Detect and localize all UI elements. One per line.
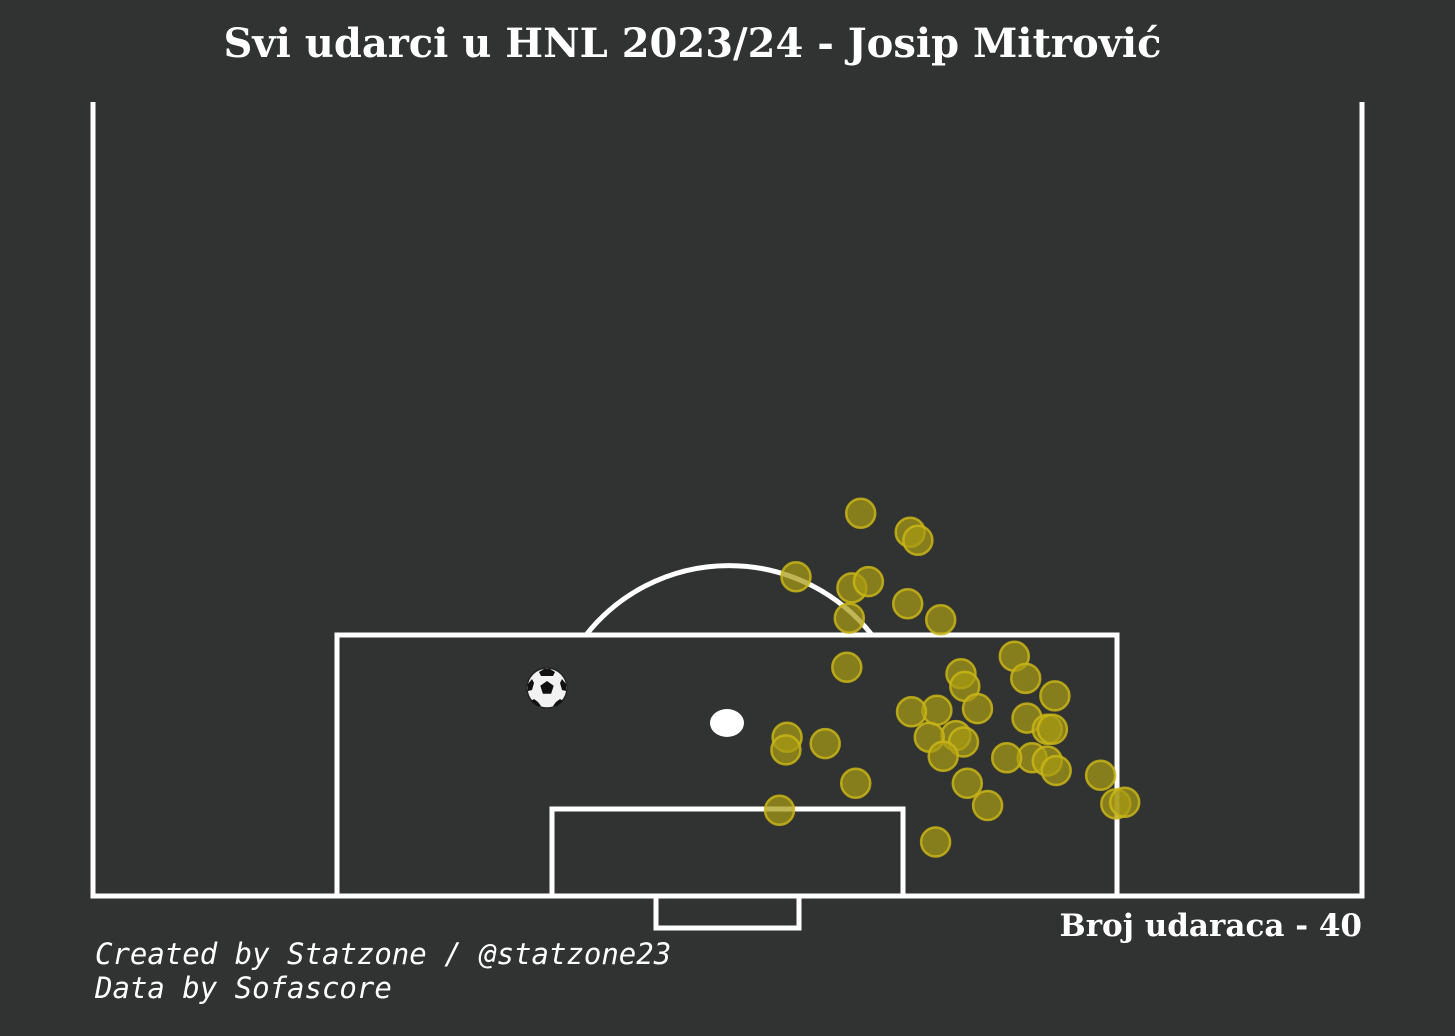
shot-point-35 xyxy=(951,767,984,800)
credit-created-by: Created by Statzone / @statzone23 xyxy=(95,937,672,971)
shot-point-3 xyxy=(902,524,934,557)
shot-point-37 xyxy=(971,789,1004,822)
penalty-arc xyxy=(584,563,874,637)
chart-title: Svi udarci u HNL 2023/24 - Josip Mitrovi… xyxy=(223,20,1162,67)
shot-point-34 xyxy=(839,767,872,800)
shot-count-label: Broj udaraca - 40 xyxy=(1059,908,1363,944)
shot-point-1 xyxy=(844,497,877,530)
shot-point-10 xyxy=(831,651,863,684)
shot-point-18 xyxy=(895,696,928,728)
shot-point-30 xyxy=(990,742,1023,774)
penalty-spot xyxy=(710,709,744,737)
shot-point-33 xyxy=(1084,759,1117,792)
football-icon xyxy=(526,667,568,709)
shot-point-8 xyxy=(833,602,866,634)
shot-point-24 xyxy=(809,727,841,760)
shot-point-27 xyxy=(770,734,802,766)
six-yard-box xyxy=(549,806,906,899)
shot-point-40 xyxy=(919,826,952,858)
shot-point-5 xyxy=(852,565,885,598)
shot-point-21 xyxy=(1036,713,1069,746)
shot-point-9 xyxy=(924,603,957,636)
goal xyxy=(653,893,802,931)
shots-layer xyxy=(763,497,1141,858)
shot-point-7 xyxy=(891,588,924,620)
shot-point-28 xyxy=(927,740,959,773)
shot-point-15 xyxy=(1039,680,1071,712)
shot-point-12 xyxy=(1009,662,1042,695)
touchline-and-goal-line xyxy=(90,102,1365,899)
pitch-lines xyxy=(90,102,1365,931)
shot-point-6 xyxy=(780,561,812,593)
shot-point-38 xyxy=(1108,786,1141,819)
shot-point-16 xyxy=(961,692,994,725)
shot-point-39 xyxy=(763,794,796,826)
shot-point-32 xyxy=(1040,754,1072,787)
credit-data-source: Data by Sofascore xyxy=(95,971,392,1005)
